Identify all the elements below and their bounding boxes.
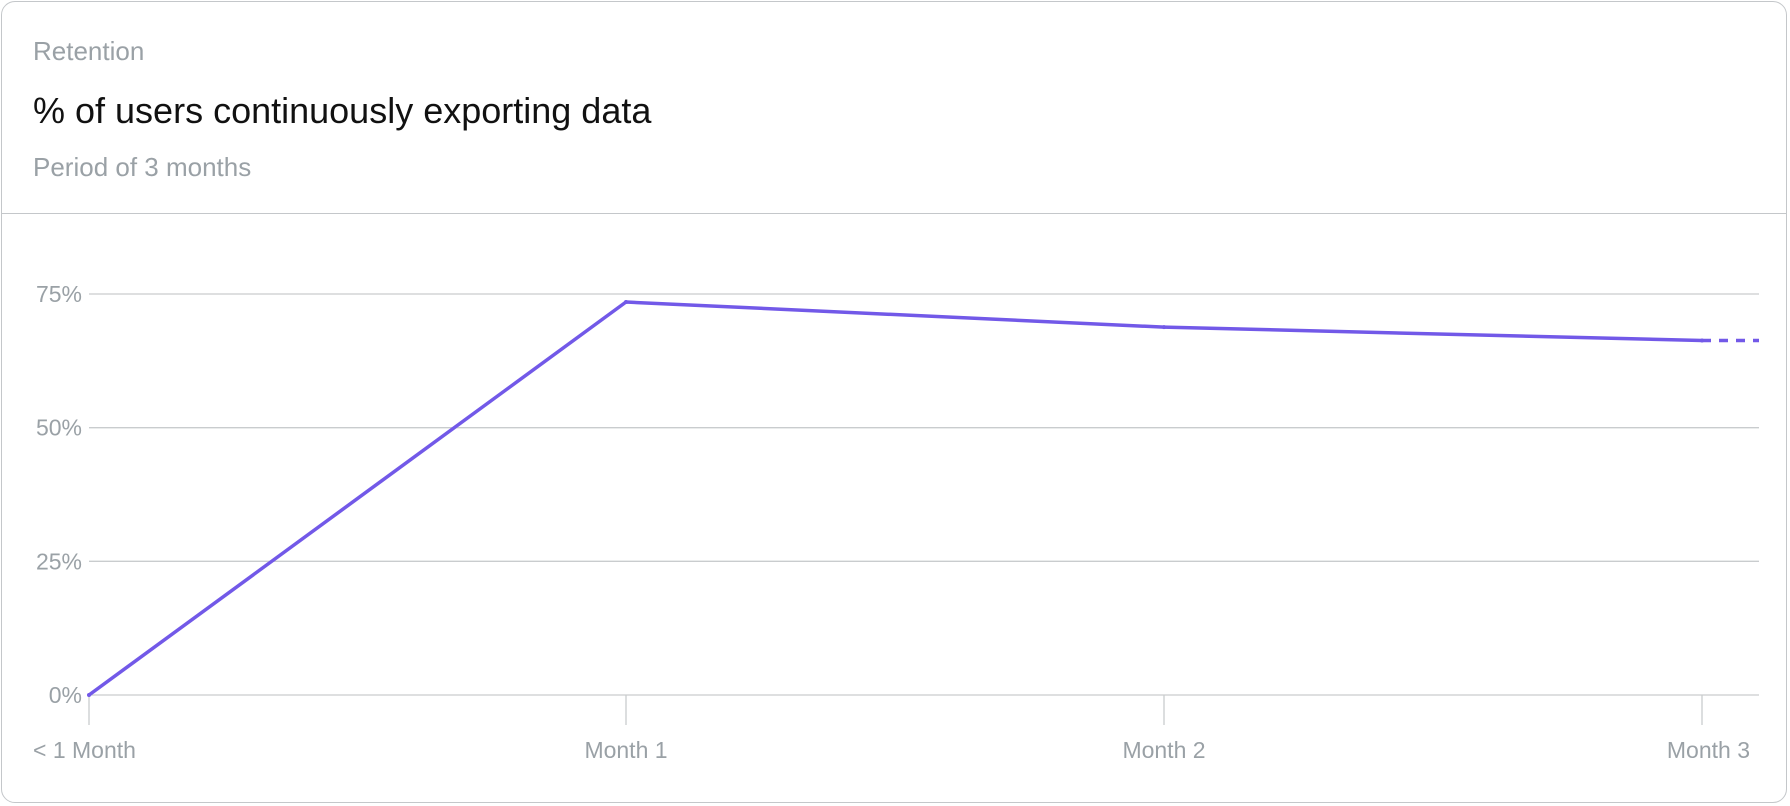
card-subtitle: Period of 3 months [33,152,252,182]
card-eyebrow: Retention [33,36,145,66]
y-tick-label: 25% [36,548,82,574]
retention-line-chart: 0% 25% 50% 75% < 1 Month Month 1 Month 2 Month … [33,281,1759,763]
card-title: % of users continuously exporting data [33,90,652,131]
data-point-0 [87,693,91,697]
data-point-2 [1162,325,1166,330]
x-tick-label: Month 2 [1122,737,1205,763]
chart-area: 0% 25% 50% 75% < 1 Month Month 1 Month 2 Month … [2,214,1786,802]
series-line [87,300,1704,697]
x-tick-label: Month 3 [1667,737,1750,763]
x-tick-label: Month 1 [584,737,667,763]
y-tick-label: 75% [36,281,82,307]
y-tick-label: 50% [36,415,82,441]
x-tick-label: < 1 Month [33,737,136,763]
data-point-3 [1700,338,1704,343]
y-tick-label: 0% [49,682,82,708]
card-header: Retention % of users continuously export… [2,2,1786,214]
data-point-1 [624,300,628,305]
